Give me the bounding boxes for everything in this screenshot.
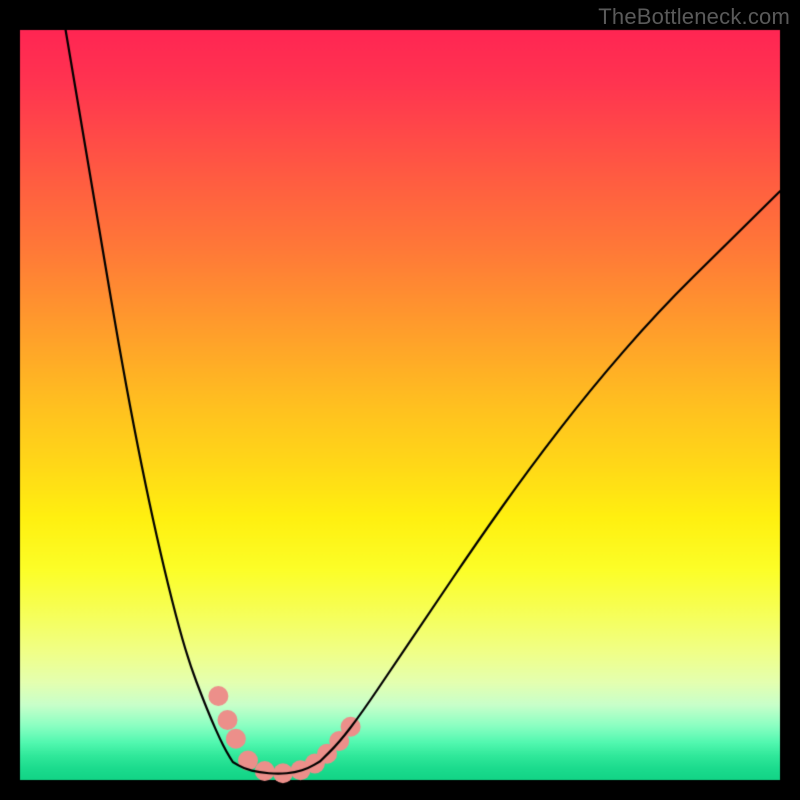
watermark-text: TheBottleneck.com [598, 4, 790, 30]
bottleneck-curve-chart [0, 0, 800, 800]
